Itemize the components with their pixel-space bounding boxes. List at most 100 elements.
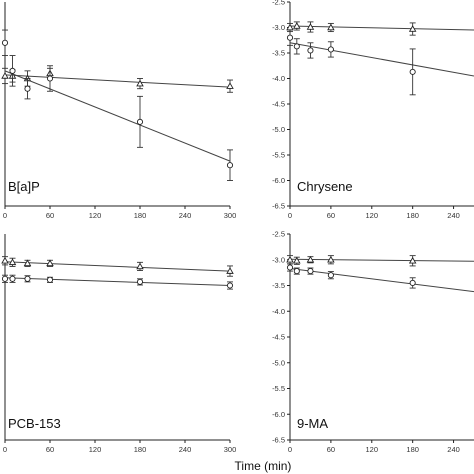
y-tick-label: -3.0	[272, 23, 285, 32]
x-tick-label: 60	[46, 445, 54, 454]
data-point-circle	[293, 43, 300, 50]
data-point-circle	[1, 275, 9, 282]
data-point-circle	[9, 67, 16, 74]
x-tick-label: 60	[46, 211, 54, 220]
data-point-triangle	[306, 255, 315, 263]
panel-label: Chrysene	[297, 179, 353, 194]
x-tick-label: 0	[288, 445, 292, 454]
data-point-triangle	[327, 23, 335, 31]
fit-line	[4, 70, 231, 162]
data-point-circle	[24, 275, 31, 282]
data-point-circle	[46, 75, 54, 82]
data-point-triangle	[293, 256, 301, 264]
data-point-circle	[46, 276, 54, 283]
data-point-circle	[136, 118, 144, 125]
data-point-circle	[286, 264, 294, 271]
x-tick-label: 60	[327, 445, 335, 454]
y-tick-label: -6.0	[272, 176, 285, 185]
fit-line	[4, 277, 231, 286]
panel-pcb153: 0 60 120 180 240 300 PCB-153	[1, 234, 237, 454]
x-tick-label: 60	[327, 211, 335, 220]
x-axis-label: Time (min)	[235, 459, 292, 473]
data-point-triangle	[226, 82, 234, 89]
panel-label: 9-MA	[297, 416, 328, 431]
panel-label: B[a]P	[8, 179, 40, 194]
y-tick-label: -2.5	[272, 230, 285, 239]
x-tick-label: 120	[366, 445, 379, 454]
x-tick-label: 120	[366, 211, 379, 220]
data-point-circle	[24, 85, 31, 92]
data-point-circle	[293, 268, 300, 275]
data-point-circle	[327, 46, 334, 53]
data-point-triangle	[1, 72, 9, 79]
data-point-triangle	[286, 255, 294, 263]
series-circle	[286, 263, 474, 293]
y-tick-label: -5.5	[272, 384, 285, 393]
data-point-circle	[9, 275, 16, 282]
x-tick-label: 240	[447, 211, 460, 220]
y-tick-label: -6.5	[272, 202, 285, 211]
series-triangle	[286, 21, 474, 36]
fit-line	[289, 268, 474, 293]
series-circle	[1, 29, 234, 181]
panel-bap: 0 60 120 180 240 300 B[a]P	[1, 2, 237, 220]
fit-line	[289, 25, 474, 31]
y-tick-label: -5.0	[272, 358, 285, 367]
data-point-triangle	[306, 23, 315, 30]
series-circle	[1, 274, 234, 290]
y-tick-label: -4.0	[272, 307, 285, 316]
x-tick-label: 120	[89, 211, 102, 220]
x-tick-label: 0	[3, 445, 7, 454]
data-point-triangle	[136, 262, 144, 270]
fit-line	[4, 74, 231, 88]
x-tick-label: 240	[179, 211, 192, 220]
data-point-triangle	[226, 267, 234, 274]
data-point-triangle	[23, 259, 32, 267]
data-point-triangle	[327, 255, 335, 263]
x-tick-label: 180	[134, 211, 147, 220]
y-tick-label: -2.5	[272, 0, 285, 7]
data-point-triangle	[136, 79, 144, 87]
data-point-circle	[409, 68, 416, 75]
data-point-triangle	[1, 256, 9, 264]
series-circle	[286, 29, 474, 96]
y-tick-label: -4.5	[272, 333, 285, 342]
x-tick-label: 0	[3, 211, 7, 220]
x-tick-label: 120	[89, 445, 102, 454]
y-tick-label: -4.5	[272, 100, 285, 109]
x-tick-label: 240	[447, 445, 460, 454]
x-tick-label: 180	[406, 211, 419, 220]
x-tick-label: 180	[406, 445, 419, 454]
data-point-circle	[307, 268, 314, 275]
panel-chrysene: 0 60 120 180 240 -2.5 -3.0 -3.5 -4.0 -4.5 -5.0 -5.5…	[272, 0, 474, 220]
x-tick-label: 300	[224, 211, 237, 220]
data-point-triangle	[408, 256, 417, 264]
x-tick-label: 180	[134, 445, 147, 454]
y-tick-label: -3.5	[272, 281, 285, 290]
panel-9ma: 0 60 120 180 240 -2.5 -3.0 -3.5 -4.0 -4.5 -5.0 -5.5…	[272, 230, 474, 454]
series-triangle	[286, 255, 474, 267]
x-tick-label: 300	[224, 445, 237, 454]
data-point-triangle	[46, 259, 54, 267]
x-tick-label: 0	[288, 211, 292, 220]
y-tick-label: -5.0	[272, 125, 285, 134]
fit-line	[289, 258, 474, 262]
y-tick-label: -6.5	[272, 436, 285, 445]
data-point-circle	[286, 34, 294, 41]
series-triangle	[1, 256, 234, 277]
fit-line	[4, 261, 231, 272]
y-tick-label: -6.0	[272, 410, 285, 419]
data-point-circle	[409, 279, 416, 286]
series-triangle	[1, 67, 234, 93]
data-point-circle	[226, 282, 234, 289]
y-tick-label: -4.0	[272, 74, 285, 83]
fit-line	[289, 42, 474, 77]
data-point-circle	[307, 47, 314, 54]
y-tick-label: -5.5	[272, 151, 285, 160]
data-point-circle	[327, 272, 334, 279]
x-tick-label: 240	[179, 445, 192, 454]
y-tick-label: -3.0	[272, 255, 285, 264]
data-point-circle	[1, 39, 9, 46]
data-point-circle	[226, 162, 234, 169]
